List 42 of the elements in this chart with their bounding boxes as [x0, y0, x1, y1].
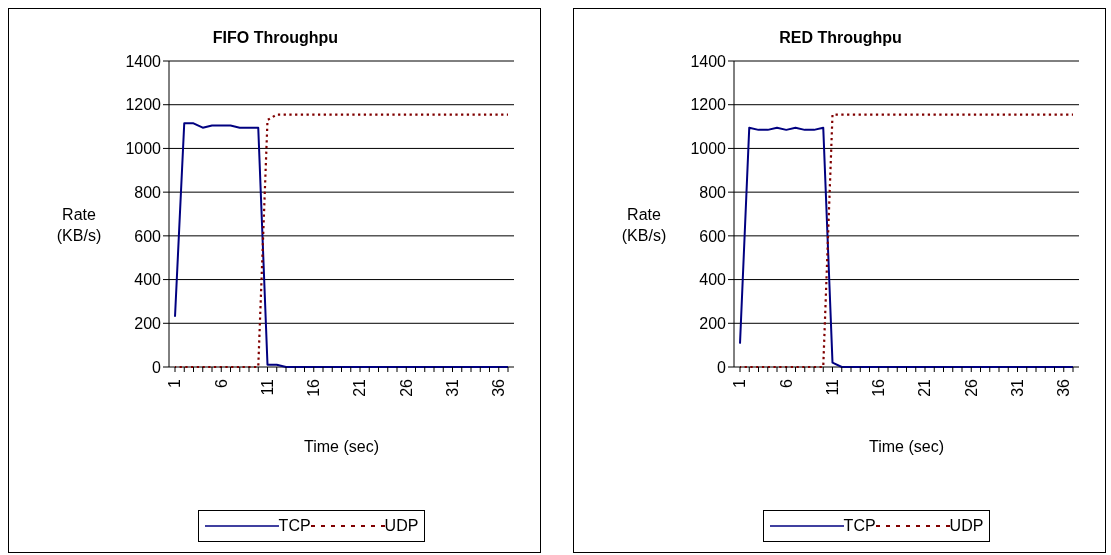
x-tick-label: 21	[351, 378, 369, 397]
chart-title: RED Throughpu	[778, 29, 903, 47]
x-tick-label: 6	[212, 378, 230, 388]
legend-label: UDP	[949, 517, 984, 535]
x-tick-label: 1	[731, 378, 749, 388]
x-tick-label: 36	[1055, 378, 1073, 397]
chart-title: FIFO Throughpu	[211, 29, 340, 47]
x-tick-label: 26	[397, 378, 415, 397]
y-tick-label: 400	[699, 271, 727, 289]
y-tick-label: 800	[699, 183, 727, 201]
y-tick-label: 0	[152, 358, 162, 376]
legend-label: UDP	[384, 517, 419, 535]
x-axis-title: Time (sec)	[869, 438, 944, 455]
y-tick-label: 0	[717, 358, 727, 376]
x-tick-label: 21	[916, 378, 934, 397]
y-axis-title: Rate (KB/s)	[620, 205, 668, 246]
x-tick-label: 6	[777, 378, 795, 388]
y-axis-title: Rate (KB/s)	[55, 205, 103, 246]
y-tick-label: 1200	[125, 96, 162, 114]
x-tick-label: 26	[962, 378, 980, 397]
y-tick-label: 1000	[690, 140, 727, 158]
x-tick-label: 36	[490, 378, 508, 397]
y-tick-label: 600	[134, 227, 162, 245]
y-tick-label: 200	[134, 314, 162, 332]
x-axis-title: Time (sec)	[304, 438, 379, 455]
y-tick-label: 200	[699, 314, 727, 332]
x-tick-label: 16	[870, 378, 888, 397]
x-tick-label: 11	[258, 378, 276, 396]
x-tick-label: 11	[823, 378, 841, 396]
legend-label: TCP	[278, 517, 311, 535]
y-tick-label: 600	[699, 227, 727, 245]
x-tick-label: 1	[166, 378, 184, 388]
x-tick-label: 31	[1008, 378, 1026, 397]
y-tick-label: 1400	[125, 52, 162, 70]
y-tick-label: 1000	[125, 140, 162, 158]
y-tick-label: 1400	[690, 52, 727, 70]
y-tick-label: 1200	[690, 96, 727, 114]
legend-label: TCP	[843, 517, 876, 535]
y-tick-label: 400	[134, 271, 162, 289]
x-tick-label: 31	[443, 378, 461, 397]
x-tick-label: 16	[305, 378, 323, 397]
y-tick-label: 800	[134, 183, 162, 201]
